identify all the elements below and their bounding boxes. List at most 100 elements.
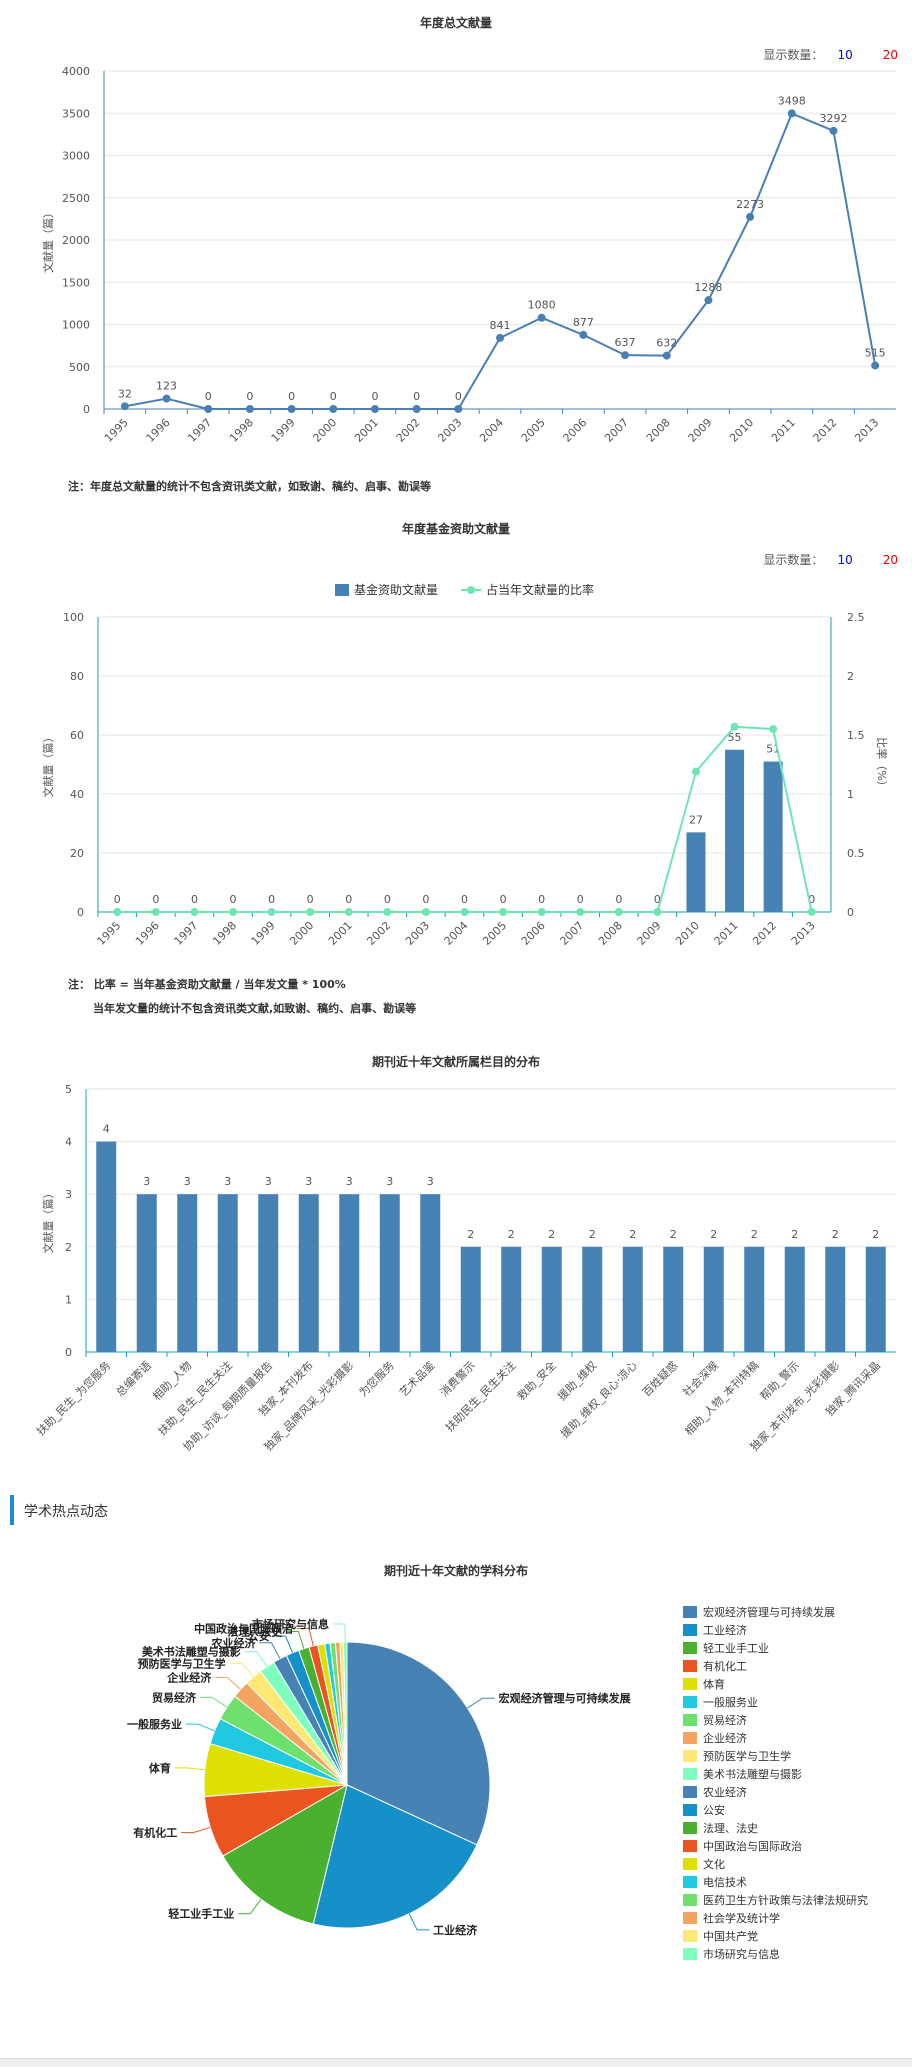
bar — [763, 761, 783, 912]
chart1-svg: 05001000150020002500300035004000文献量（篇）19… — [41, 65, 896, 445]
callout-line — [215, 1676, 241, 1690]
data-label: 0 — [577, 893, 584, 906]
bar — [258, 1194, 279, 1352]
pie-slice — [346, 1641, 491, 1846]
legend-label: 美术书法雕塑与摄影 — [703, 1767, 802, 1781]
y-tick-label: 1 — [65, 1293, 72, 1306]
y-tick-label: 0 — [65, 1346, 72, 1359]
ratio-point — [807, 908, 816, 916]
chart1-display-count: 显示数量： 10 20 — [763, 46, 898, 63]
callout-label: 工业经济 — [433, 1923, 478, 1937]
y2-tick-label: 1 — [847, 788, 854, 801]
page-footer-strip — [0, 2058, 912, 2067]
y-axis-label: 文献量（篇） — [41, 1188, 55, 1254]
ratio-point — [576, 908, 585, 916]
bar — [379, 1194, 400, 1352]
data-label: 0 — [422, 893, 429, 906]
data-label: 2 — [670, 1228, 677, 1241]
bar — [622, 1246, 643, 1352]
ratio-point — [460, 908, 469, 916]
legend-swatch — [683, 1714, 697, 1726]
data-label: 32 — [118, 387, 132, 400]
legend-swatch — [683, 1678, 697, 1690]
bar — [784, 1246, 805, 1352]
y-tick-label: 1000 — [62, 319, 90, 332]
legend-swatch — [683, 1804, 697, 1816]
data-label: 632 — [656, 337, 677, 350]
callout-label: 农业经济 — [210, 1636, 256, 1650]
y-tick-label: 3500 — [62, 107, 90, 120]
count-10-link[interactable]: 10 — [837, 48, 853, 62]
y-tick-label: 3 — [65, 1188, 72, 1201]
data-label: 0 — [205, 390, 212, 403]
legend-label: 社会学及统计学 — [703, 1911, 780, 1925]
callout-label: 中国政治与国际政治 — [194, 1622, 293, 1636]
ratio-point — [190, 908, 199, 916]
data-point — [412, 405, 421, 413]
data-label: 0 — [330, 390, 337, 403]
legend-label: 轻工业手工业 — [703, 1641, 769, 1655]
callout-line — [229, 1662, 254, 1678]
data-label: 0 — [114, 893, 121, 906]
ratio-point — [769, 725, 778, 734]
ratio-point — [537, 908, 546, 916]
bar — [825, 1246, 846, 1352]
count-10-link[interactable]: 10 — [837, 553, 853, 567]
data-point — [579, 330, 588, 339]
data-label: 877 — [573, 316, 594, 329]
bar — [686, 832, 706, 912]
count-20-link[interactable]: 20 — [882, 48, 898, 62]
bar — [460, 1246, 481, 1352]
legend-swatch — [683, 1894, 697, 1906]
bar — [703, 1246, 724, 1352]
legend-swatch — [683, 1876, 697, 1888]
y2-tick-label: 0 — [847, 906, 854, 919]
y-tick-label: 2 — [65, 1241, 72, 1254]
legend-label: 一般服务业 — [703, 1696, 758, 1709]
y2-tick-label: 2 — [847, 670, 854, 683]
legend-swatch-marker — [467, 586, 475, 594]
data-point — [204, 405, 213, 413]
legend-label: 贸易经济 — [703, 1713, 747, 1727]
chart2-display-count: 显示数量： 10 20 — [763, 551, 898, 568]
y-axis-label: 文献量（篇） — [41, 732, 55, 798]
data-label: 2 — [589, 1228, 596, 1241]
section-accent-bar — [10, 1495, 14, 1525]
y2-tick-label: 2.5 — [847, 611, 865, 624]
callout-label: 美术书法雕塑与摄影 — [142, 1645, 241, 1659]
legend-swatch — [683, 1840, 697, 1852]
display-count-label: 显示数量： — [763, 48, 824, 62]
y-tick-label: 5 — [65, 1083, 72, 1096]
legend-swatch — [683, 1786, 697, 1798]
data-point — [454, 405, 463, 413]
ratio-point — [306, 908, 315, 916]
data-label: 4 — [103, 1123, 110, 1136]
legend-swatch — [683, 1696, 697, 1708]
display-count-label: 显示数量： — [763, 553, 824, 567]
legend-swatch-bar — [335, 584, 349, 596]
data-point — [746, 212, 755, 221]
callout-label: 贸易经济 — [152, 1690, 197, 1704]
legend-swatch — [683, 1624, 697, 1636]
data-label: 0 — [230, 893, 237, 906]
chart3-title: 期刊近十年文献所属栏目的分布 — [371, 1055, 540, 1069]
callout-label: 轻工业手工业 — [168, 1907, 234, 1921]
legend-label: 企业经济 — [703, 1731, 747, 1745]
count-20-link[interactable]: 20 — [882, 553, 898, 567]
legend-label: 农业经济 — [703, 1785, 747, 1799]
legend-label: 市场研究与信息 — [703, 1947, 780, 1961]
callout-line — [244, 1651, 268, 1667]
bar — [725, 749, 745, 912]
data-label: 3292 — [819, 112, 847, 125]
ratio-point — [653, 908, 662, 916]
bar — [136, 1194, 157, 1352]
bar — [582, 1246, 603, 1352]
legend-label: 法理、法史 — [703, 1821, 758, 1835]
data-label: 841 — [490, 319, 511, 332]
data-label: 3 — [386, 1175, 393, 1188]
ratio-point — [344, 908, 353, 916]
data-label: 0 — [152, 893, 159, 906]
y-tick-label: 500 — [69, 361, 90, 374]
chart1-note: 注：年度总文献量的统计不包含资讯类文献，如致谢、稿约、启事、勘误等 — [68, 480, 431, 493]
callout-label: 公安 — [248, 1629, 270, 1643]
